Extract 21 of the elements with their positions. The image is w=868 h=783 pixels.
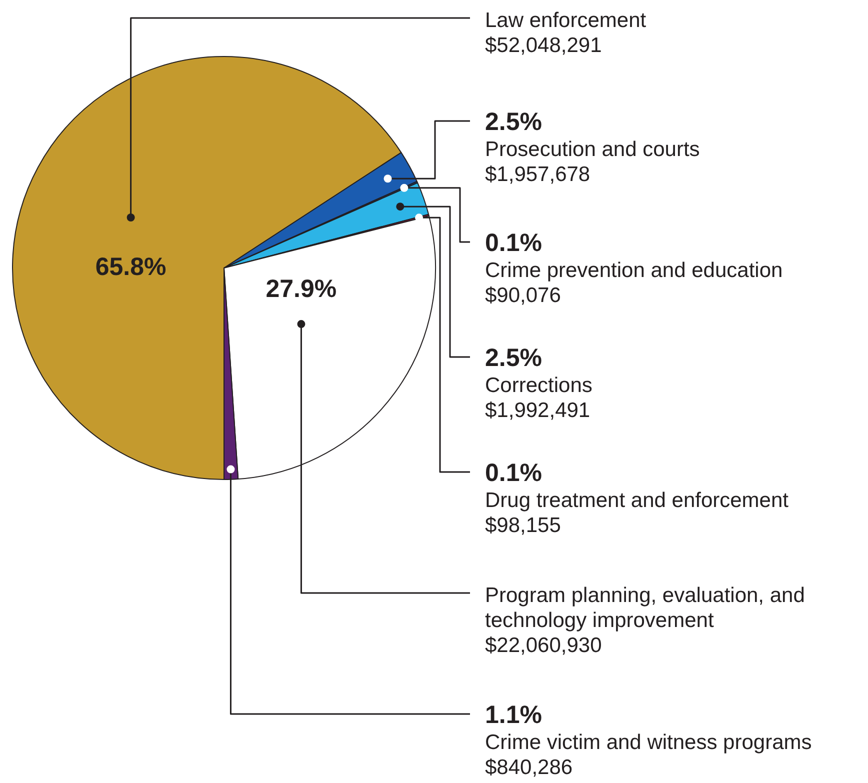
data-label: $22,060,930 [485, 633, 603, 658]
text: 27.9% [266, 275, 337, 304]
data-label: $1,992,491 [485, 398, 592, 423]
slice-label: Corrections [485, 373, 594, 398]
text: 2.5% [485, 344, 542, 372]
slice-label: Law enforcement [485, 8, 648, 33]
data-label: $98,155 [485, 513, 562, 538]
text: 2.5% [485, 108, 542, 136]
data-label: $840,286 [485, 755, 574, 780]
data-label: $1,957,678 [485, 162, 592, 187]
slice-label: Drug treatment and enforcement [485, 488, 790, 513]
text: 65.8% [95, 253, 166, 282]
slice-label: Crime prevention and education [485, 258, 784, 283]
text: 0.1% [485, 459, 542, 487]
slice-label: Prosecution and courts [485, 137, 701, 162]
slice-label: Program planning, evaluation, and technology improvement [485, 583, 806, 633]
text: 0.1% [485, 229, 542, 257]
data-label: $90,076 [485, 283, 562, 308]
slice-label: Crime victim and witness programs [485, 730, 813, 755]
text: 1.1% [485, 701, 542, 729]
data-label: $52,048,291 [485, 33, 603, 58]
